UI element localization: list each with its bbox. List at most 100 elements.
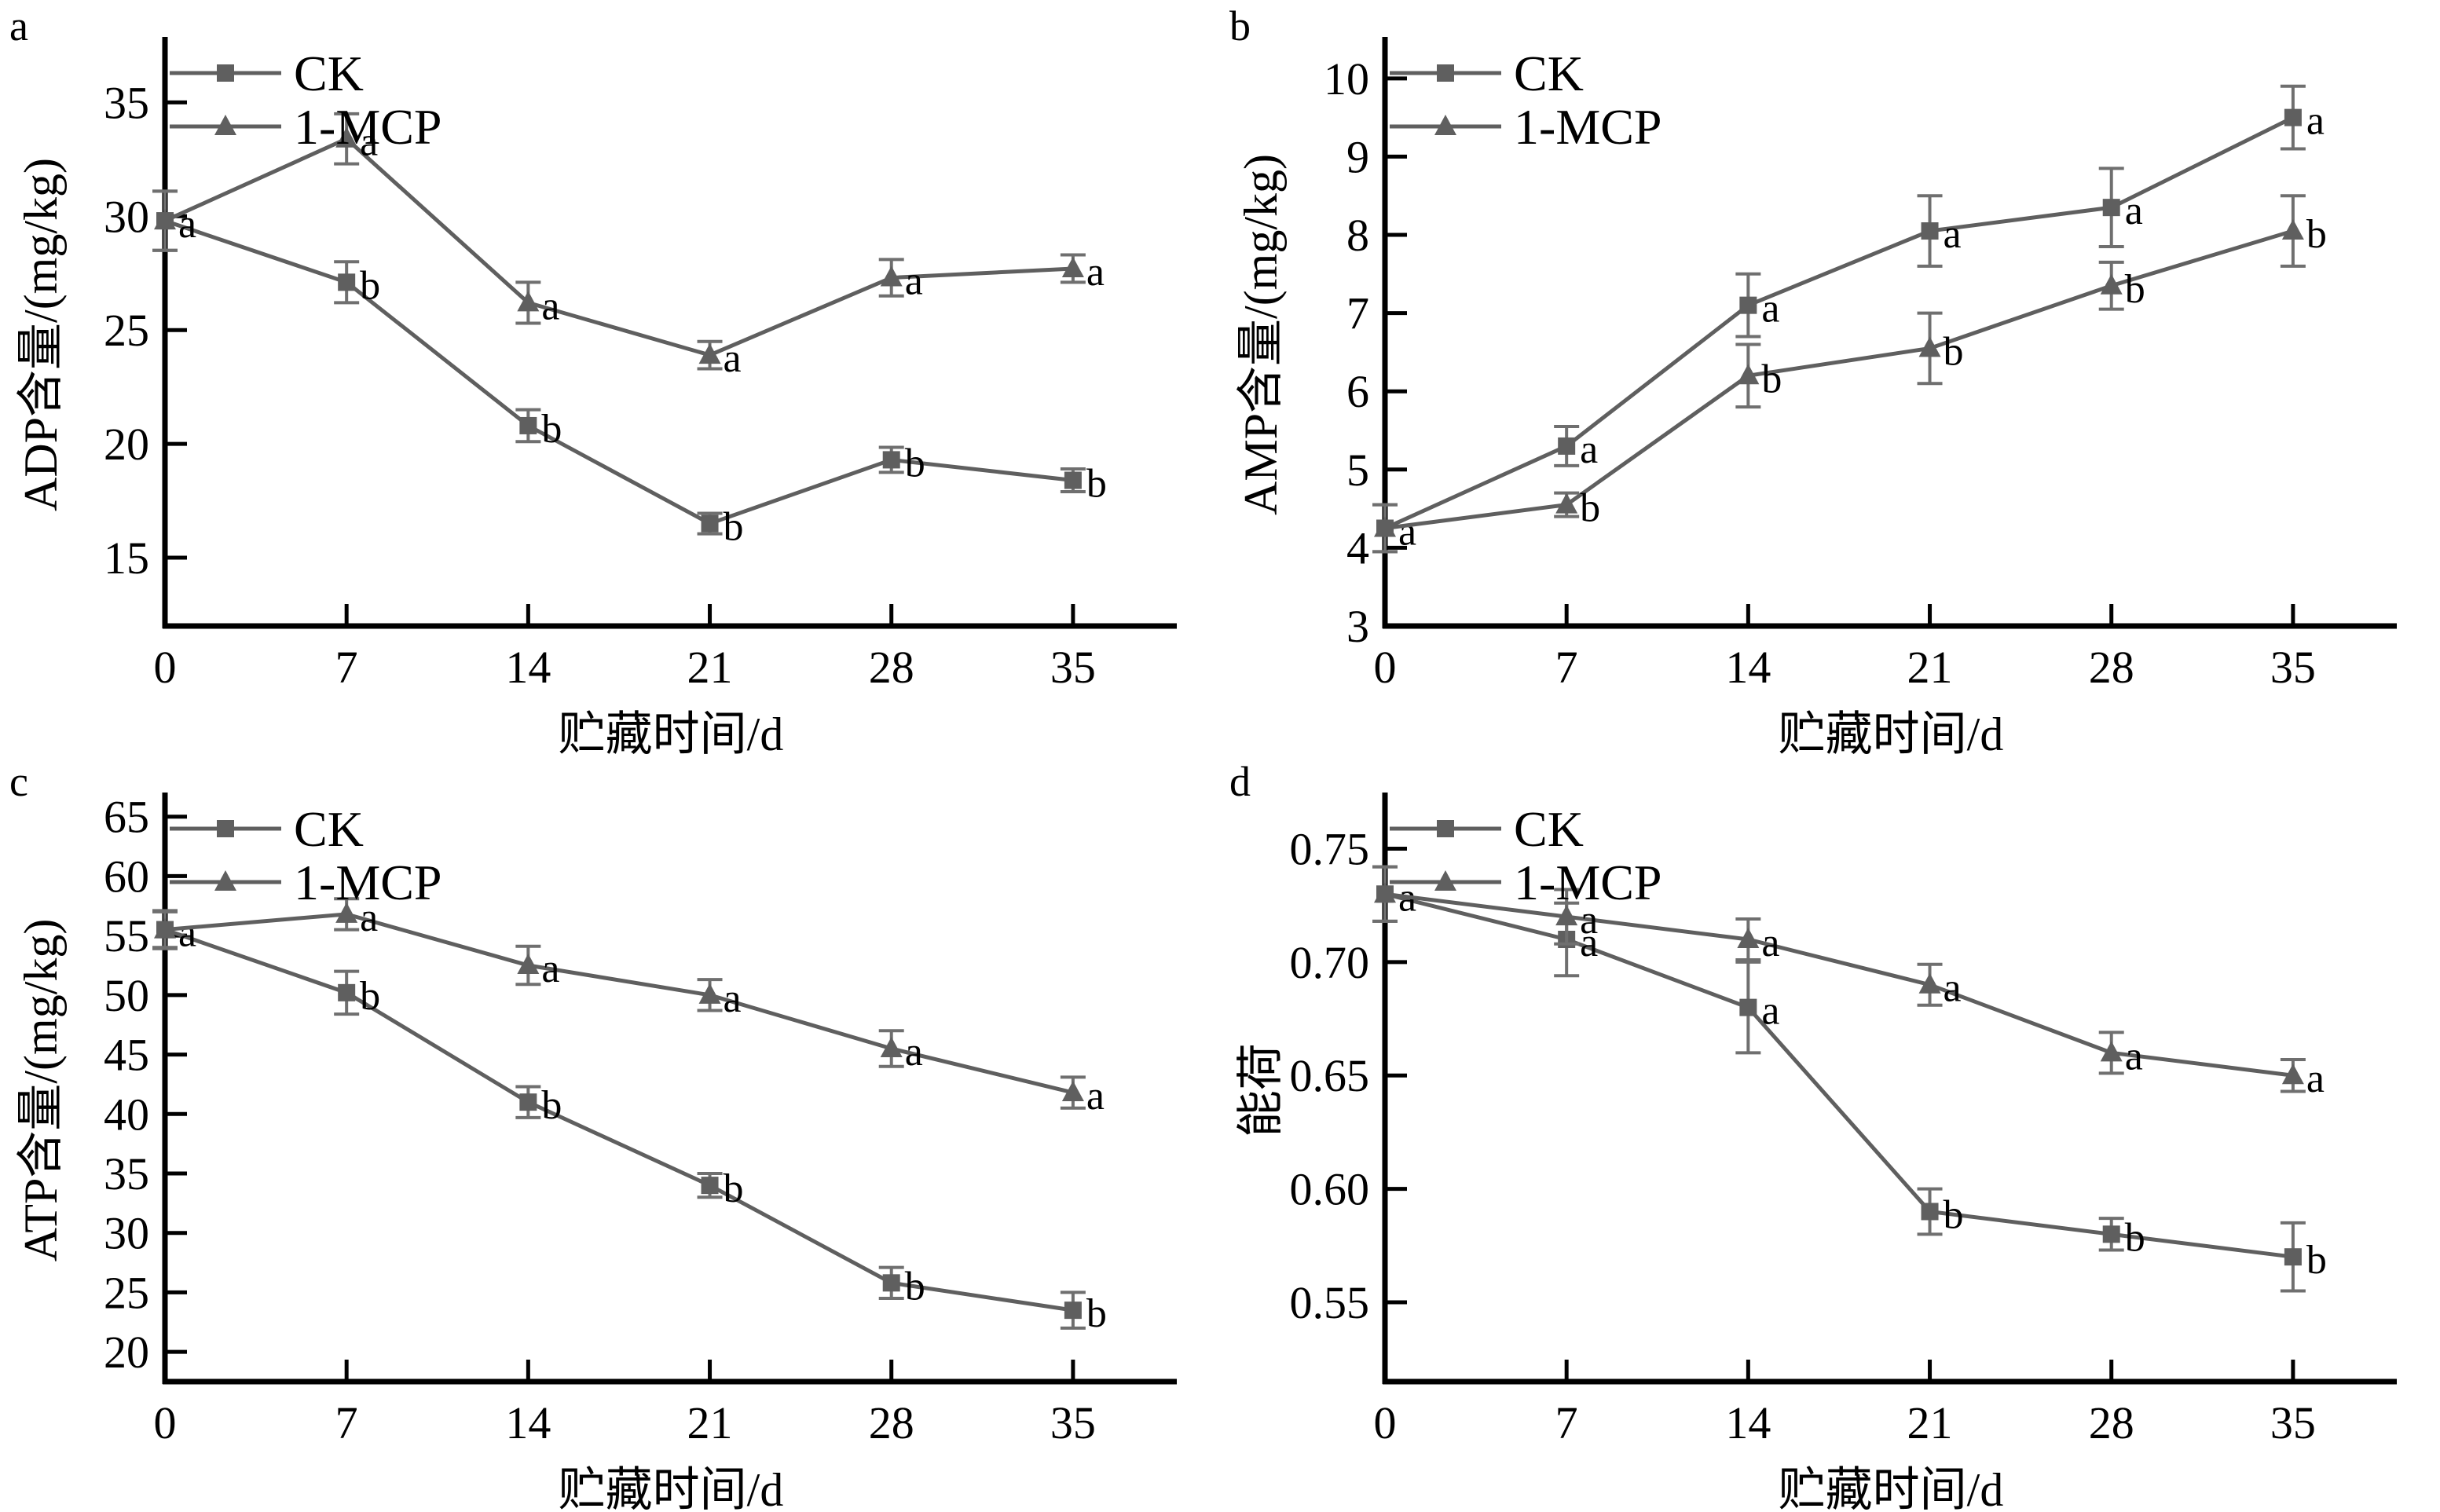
x-axis-title: 贮藏时间/d <box>1779 708 2004 756</box>
series-CK: a b b b b b <box>152 909 1107 1336</box>
significance-letter: b <box>360 263 380 308</box>
series-line <box>164 912 1074 1095</box>
axes: 0 7 14 21 28 35 3 4 5 6 7 8 9 10 <box>1324 37 2397 693</box>
x-tick-label: 14 <box>1725 642 1771 693</box>
axes: 0 7 14 21 28 35 0.55 0.60 0.65 0.70 0.75 <box>1290 793 2397 1448</box>
amp-content-chart: 0 7 14 21 28 35345678910AMP含量/(mg/kg)贮藏时间/daa… <box>1235 37 2397 756</box>
mcp-triangle-marker <box>335 126 358 148</box>
legend-mcp-marker <box>1434 870 1456 891</box>
x-tick-label: 7 <box>1555 642 1578 693</box>
y-axis-title: ATP含量/(mg/kg) <box>15 919 67 1262</box>
legend-label: CK <box>1514 46 1584 101</box>
x-tick-label: 28 <box>2089 1397 2134 1448</box>
significance-letter: a <box>178 911 196 956</box>
ck-square-marker <box>882 451 900 469</box>
y-tick-label: 15 <box>104 533 149 584</box>
significance-letter: a <box>2306 1056 2325 1101</box>
mcp-triangle-marker <box>880 1037 903 1057</box>
mcp-triangle-marker <box>517 954 540 974</box>
ck-square-marker <box>1921 1203 1939 1221</box>
significance-letter: a <box>2125 189 2143 233</box>
y-axis-title: ADP含量/(mg/kg) <box>15 158 67 511</box>
significance-letter: a <box>724 336 742 381</box>
legend-label: 1-MCP <box>1514 99 1662 155</box>
y-tick-label: 30 <box>104 1208 149 1259</box>
ck-square-marker <box>882 1274 900 1292</box>
panel-letter-b: b <box>1229 2 1251 49</box>
x-tick-label: 14 <box>1725 1397 1771 1448</box>
mcp-triangle-marker <box>1918 336 1941 357</box>
significance-letter: a <box>2125 1034 2143 1078</box>
panel-a: a 0 7 14 21 28 35 15 20 25 30 35 ADP含量/(mg/kg) 贮藏时间/… <box>0 0 1220 756</box>
significance-letter: a <box>1398 510 1416 555</box>
legend-label: 1-MCP <box>294 99 442 155</box>
significance-letter: a <box>724 976 742 1021</box>
x-tick-label: 7 <box>335 642 358 693</box>
y-tick-label: 8 <box>1346 210 1369 261</box>
ck-square-marker <box>2284 108 2302 126</box>
y-tick-label: 65 <box>104 792 149 843</box>
mcp-triangle-marker <box>2100 273 2123 295</box>
mcp-triangle-marker <box>2281 1064 2304 1085</box>
legend: CK1-MCP <box>170 801 442 910</box>
x-axis-title: 贮藏时间/d <box>1779 1464 2004 1511</box>
panel-letter-c: c <box>9 758 28 805</box>
significance-letter: a <box>905 259 923 304</box>
significance-letter: b <box>1944 329 1964 374</box>
significance-letter: b <box>905 1264 925 1309</box>
legend: CK1-MCP <box>170 46 442 155</box>
y-tick-label: 0.65 <box>1290 1050 1370 1101</box>
legend-label: 1-MCP <box>294 855 442 910</box>
mcp-triangle-marker <box>2100 1041 2123 1062</box>
significance-letter: a <box>541 284 559 328</box>
mcp-triangle-marker <box>154 209 176 230</box>
series-line <box>164 218 1074 526</box>
significance-letter: a <box>1944 966 1962 1011</box>
y-axis-title: 能荷 <box>1235 1043 1287 1137</box>
mcp-triangle-marker <box>1061 256 1084 277</box>
significance-letter: b <box>2125 267 2145 312</box>
series-line <box>1384 229 2294 530</box>
series-line <box>1383 115 2295 530</box>
ck-square-marker <box>2102 199 2120 217</box>
x-tick-label: 21 <box>687 1397 733 1448</box>
mcp-triangle-marker <box>1374 882 1396 903</box>
significance-letter: a <box>1944 212 1962 257</box>
mcp-triangle-marker <box>1737 928 1760 949</box>
ck-square-marker <box>519 416 537 434</box>
y-tick-label: 40 <box>104 1089 149 1140</box>
y-axis-title: AMP含量/(mg/kg) <box>1235 154 1287 515</box>
significance-letter: a <box>1086 1074 1105 1118</box>
ck-square-marker <box>2284 1248 2302 1266</box>
y-tick-label: 35 <box>104 77 149 128</box>
series-CK: a a a a a a <box>1372 84 2325 555</box>
y-tick-label: 55 <box>104 910 149 961</box>
legend-mcp-marker <box>214 870 236 891</box>
x-axis-title: 贮藏时间/d <box>559 708 784 756</box>
series-line <box>163 136 1074 357</box>
significance-letter: a <box>360 895 378 940</box>
y-tick-label: 9 <box>1346 131 1369 182</box>
mcp-triangle-marker <box>1061 1081 1084 1102</box>
y-tick-label: 6 <box>1346 366 1369 417</box>
series-1-MCP: b b b b b <box>1372 194 2327 554</box>
mcp-triangle-marker <box>1918 972 1941 994</box>
x-tick-label: 35 <box>1050 1397 1096 1448</box>
legend-mcp-marker <box>214 115 236 135</box>
mcp-triangle-marker <box>1374 516 1396 537</box>
legend-ck-marker <box>1437 820 1454 837</box>
ck-square-marker <box>1064 1301 1082 1320</box>
panel-letter-a: a <box>9 2 28 49</box>
axes: 0 7 14 21 28 35 20 25 30 35 40 45 50 55 60 65 <box>104 792 1177 1448</box>
significance-letter: b <box>724 505 744 550</box>
x-tick-label: 0 <box>1374 642 1397 693</box>
ck-square-marker <box>1921 222 1939 240</box>
legend: CK1-MCP <box>1390 46 1662 155</box>
x-tick-label: 21 <box>687 642 733 693</box>
x-tick-label: 14 <box>505 642 551 693</box>
significance-letter: b <box>1944 1192 1964 1237</box>
